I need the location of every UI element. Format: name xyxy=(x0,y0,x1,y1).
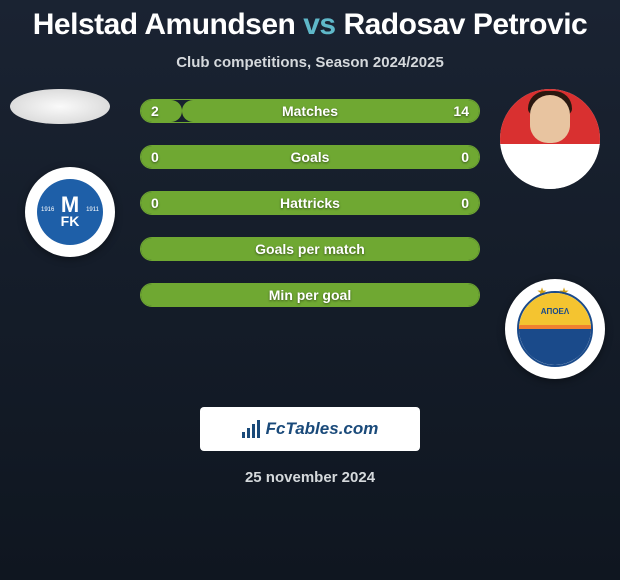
player1-name: Helstad Amundsen xyxy=(33,8,296,41)
stat-value-right: 0 xyxy=(461,149,469,165)
stat-row: 0 0 Hattricks xyxy=(140,191,480,215)
stat-value-left: 0 xyxy=(151,195,159,211)
club1-letter-bot: FK xyxy=(61,214,80,228)
stat-fill-left xyxy=(141,100,182,122)
date-label: 25 november 2024 xyxy=(0,469,620,486)
stats-column: 2 14 Matches 0 0 Goals 0 0 Hattricks Goals per ma… xyxy=(140,99,480,307)
club1-year-left: 1916 xyxy=(41,207,54,213)
stat-row: Min per goal xyxy=(140,283,480,307)
stat-row: 2 14 Matches xyxy=(140,99,480,123)
stat-label: Goals xyxy=(291,149,330,165)
page-title: Helstad Amundsen vs Radosav Petrovic xyxy=(0,8,620,42)
club2-text: ΑΠΟΕΛ xyxy=(519,293,591,329)
stat-value-right: 14 xyxy=(453,103,469,119)
club1-badge: 1916 M FK 1911 xyxy=(25,167,115,257)
stat-value-left: 0 xyxy=(151,149,159,165)
player2-avatar xyxy=(500,89,600,189)
stat-value-right: 0 xyxy=(461,195,469,211)
stat-label: Goals per match xyxy=(255,241,365,257)
vs-label: vs xyxy=(303,8,335,41)
brand-text: FcTables.com xyxy=(266,419,379,439)
club1-letter-top: M xyxy=(61,196,79,214)
club2-badge: ★ ★ ΑΠΟΕΛ xyxy=(505,279,605,379)
stat-label: Matches xyxy=(282,103,338,119)
brand-chart-icon xyxy=(242,420,260,438)
stat-value-left: 2 xyxy=(151,103,159,119)
header: Helstad Amundsen vs Radosav Petrovic Clu… xyxy=(0,0,620,71)
stat-row: 0 0 Goals xyxy=(140,145,480,169)
main-area: 1916 M FK 1911 ★ ★ ΑΠΟΕΛ 2 14 Matches 0 0 Goa… xyxy=(0,99,620,399)
brand-box: FcTables.com xyxy=(200,407,420,451)
player2-name: Radosav Petrovic xyxy=(343,8,587,41)
subtitle: Club competitions, Season 2024/2025 xyxy=(0,54,620,71)
stat-row: Goals per match xyxy=(140,237,480,261)
player1-avatar xyxy=(10,89,110,124)
stat-label: Min per goal xyxy=(269,287,351,303)
stat-label: Hattricks xyxy=(280,195,340,211)
club1-year-right: 1911 xyxy=(86,207,99,213)
